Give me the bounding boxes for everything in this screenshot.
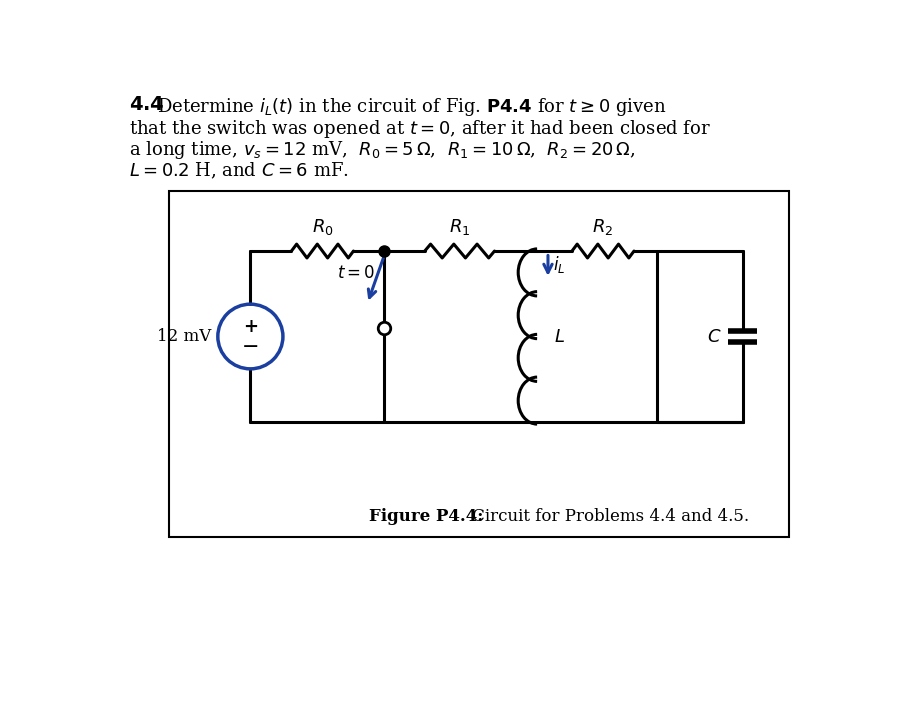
Text: Circuit for Problems 4.4 and 4.5.: Circuit for Problems 4.4 and 4.5. <box>467 508 749 525</box>
Text: $t = 0$: $t = 0$ <box>337 265 375 282</box>
Text: a long time, $v_s = 12$ mV,  $R_0 = 5\,\Omega$,  $R_1 = 10\,\Omega$,  $R_2 = 20\: a long time, $v_s = 12$ mV, $R_0 = 5\,\O… <box>129 139 635 162</box>
Bar <box>169 191 789 537</box>
Text: that the switch was opened at $t = 0$, after it had been closed for: that the switch was opened at $t = 0$, a… <box>129 118 711 140</box>
Text: $R_0$: $R_0$ <box>311 217 333 237</box>
Text: +: + <box>243 318 258 335</box>
Text: −: − <box>241 337 259 357</box>
Text: $R_1$: $R_1$ <box>449 217 470 237</box>
Text: $i_L$: $i_L$ <box>553 254 565 275</box>
Text: Determine $i_L(t)$ in the circuit of Fig. $\mathbf{P4.4}$ for $t \geq 0$ given: Determine $i_L(t)$ in the circuit of Fig… <box>157 95 666 117</box>
Text: $C$: $C$ <box>707 328 722 345</box>
Text: $L$: $L$ <box>554 328 565 345</box>
Text: Figure P4.4:: Figure P4.4: <box>369 508 483 525</box>
Text: 12 mV: 12 mV <box>157 328 212 345</box>
Text: $R_2$: $R_2$ <box>592 217 613 237</box>
Text: $L = 0.2$ H, and $C = 6$ mF.: $L = 0.2$ H, and $C = 6$ mF. <box>129 161 349 181</box>
Text: $\mathbf{4.4}$: $\mathbf{4.4}$ <box>129 95 164 114</box>
